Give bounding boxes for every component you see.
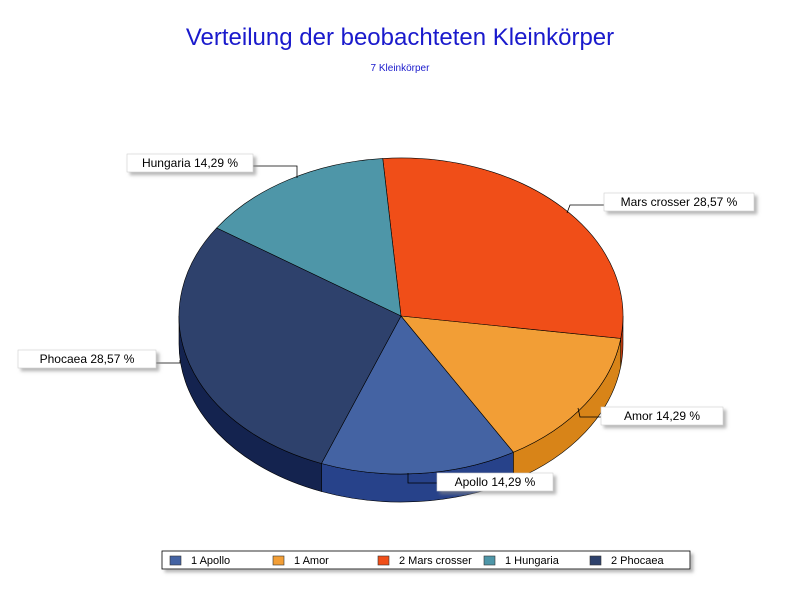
legend-swatch-2 bbox=[377, 555, 390, 566]
legend-label-4: 2 Phocaea bbox=[611, 555, 664, 567]
callout-label-3: Hungaria 14,29 % bbox=[142, 156, 238, 170]
pie-slice-4 bbox=[178, 227, 402, 464]
legend-label-3: 1 Hungaria bbox=[505, 555, 560, 567]
callout-box-0 bbox=[436, 472, 554, 492]
legend-swatch-1 bbox=[272, 555, 285, 566]
pie-slice-0 bbox=[320, 315, 514, 475]
callout-box-3 bbox=[126, 153, 254, 173]
legend: 1 Apollo 1 Amor 2 Mars crosser 1 Hungaria 2 … bbox=[161, 550, 691, 570]
pie-slice-3 bbox=[216, 158, 402, 317]
callout-box-4 bbox=[17, 349, 157, 369]
legend-label-0: 1 Apollo bbox=[191, 555, 230, 567]
callout-leader-0 bbox=[407, 473, 437, 484]
callout-box-1 bbox=[600, 406, 724, 426]
callout-label-4: Phocaea 28,57 % bbox=[40, 352, 135, 366]
chart-title: Verteilung der beobachteten Kleinkörper bbox=[186, 24, 614, 51]
callout-leader-1 bbox=[577, 407, 601, 418]
callout-label-0: Apollo 14,29 % bbox=[455, 475, 536, 489]
chart-subtitle: 7 Kleinkörper bbox=[371, 63, 431, 74]
pie-slice-1 bbox=[400, 315, 622, 453]
legend-swatch-0 bbox=[169, 555, 182, 566]
callout-leader-4 bbox=[156, 360, 181, 364]
legend-label-1: 1 Amor bbox=[294, 555, 329, 567]
callout-box-2 bbox=[603, 192, 755, 212]
callout-label-2: Mars crosser 28,57 % bbox=[621, 195, 738, 209]
pie-slice-2 bbox=[382, 157, 624, 339]
legend-box bbox=[161, 550, 691, 570]
callout-leader-2 bbox=[566, 204, 604, 214]
callout-label-1: Amor 14,29 % bbox=[624, 409, 700, 423]
legend-swatch-4 bbox=[589, 555, 602, 566]
callout-leader-3 bbox=[253, 165, 298, 178]
legend-swatch-3 bbox=[483, 555, 496, 566]
callouts: Apollo 14,29 % Amor 14,29 % Mars crosser 2… bbox=[17, 153, 755, 492]
legend-label-2: 2 Mars crosser bbox=[399, 555, 472, 567]
pie-tops bbox=[178, 157, 624, 475]
